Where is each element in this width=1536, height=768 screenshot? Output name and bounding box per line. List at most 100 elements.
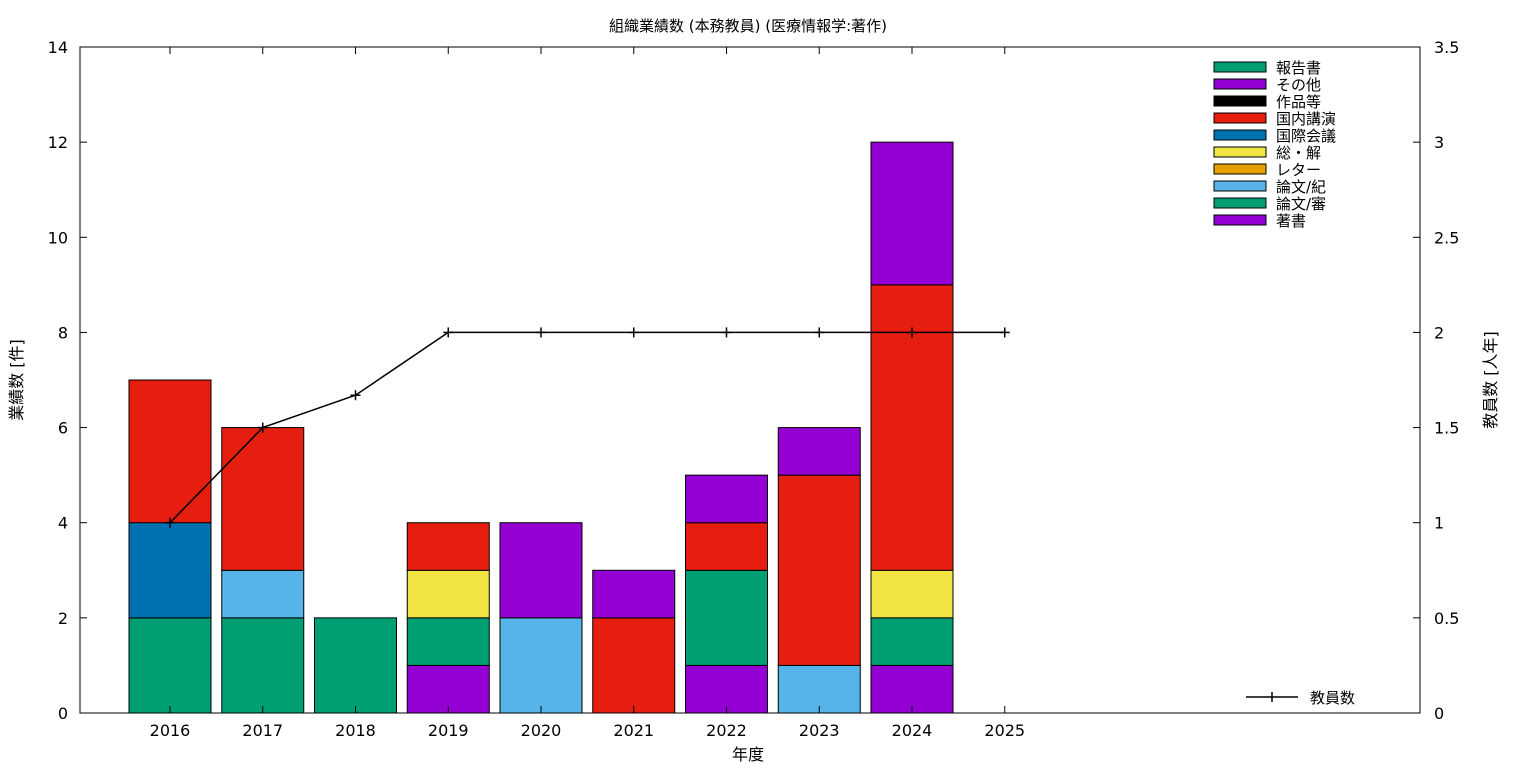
staff-point-2025	[999, 327, 1010, 338]
y2-tick-label-7: 3.5	[1434, 38, 1459, 57]
bar-2023-series-2	[777, 664, 861, 714]
y-axis-label: 業績数 [件]	[7, 339, 26, 421]
bar-2019-series-1	[406, 617, 490, 666]
legend-label: 総・解	[1276, 144, 1321, 162]
staff-point-2021	[628, 327, 639, 338]
legend-item-5: 総・解	[1213, 144, 1321, 162]
legend-item-4: 国際会議	[1213, 127, 1336, 145]
legend-swatch	[1213, 214, 1267, 226]
bar-2017-series-6	[221, 427, 305, 571]
x-axis-label: 年度	[732, 745, 764, 764]
bar-2021-series-8	[592, 569, 676, 619]
plot-frame	[79, 46, 1421, 714]
staff-point-2023	[814, 327, 825, 338]
legend-item-2: 作品等	[1213, 93, 1321, 111]
legend-item-9: 著書	[1213, 212, 1306, 230]
legend-swatch	[1213, 112, 1267, 124]
legend-label: 作品等	[1276, 93, 1321, 111]
bar-2022-series-6	[685, 522, 768, 571]
bar-2024-series-4	[870, 569, 954, 619]
legend-swatch	[1213, 61, 1267, 73]
x-tick-label-2022: 2022	[706, 721, 747, 740]
legend-item-6: レター	[1213, 161, 1321, 179]
bar-2020-series-8	[499, 522, 583, 619]
x-tick-label-2018: 2018	[335, 721, 376, 740]
bar-2022-series-8	[685, 474, 768, 524]
legend-label: 著書	[1276, 212, 1306, 230]
staff-point-2020	[536, 327, 546, 338]
y2-axis-label: 教員数 [人年]	[1481, 331, 1500, 429]
staff-point-2024	[907, 327, 917, 338]
line-legend: 教員数	[1246, 689, 1355, 707]
y2-axis: 0 0.5 1 1.5 2 2.5 3 3.5	[1413, 38, 1459, 723]
bar-2019-series-0	[406, 664, 490, 714]
legend-swatch	[1213, 146, 1267, 158]
staff-point-2016	[165, 517, 175, 528]
legend-label: 報告書	[1276, 59, 1321, 77]
bar-2017-series-2	[221, 569, 305, 619]
bar-2020-series-2	[499, 617, 583, 714]
bar-2019-series-4	[406, 569, 490, 619]
legend-swatch	[1213, 129, 1267, 141]
bars	[128, 141, 954, 714]
bar-2022-series-1	[685, 569, 768, 666]
bar-2016-series-5	[128, 522, 212, 619]
x-tick-label-2019: 2019	[428, 721, 469, 740]
y2-tick-label-5: 2.5	[1434, 228, 1459, 247]
staff-point-2017	[257, 422, 268, 433]
staff-point-2019	[443, 327, 454, 338]
bar-2024-series-1	[870, 617, 954, 666]
chart-title: 組織業績数 (本務教員) (医療情報学:著作)	[609, 17, 887, 35]
bar-2024-series-0	[870, 664, 954, 714]
x-tick-label-2017: 2017	[242, 721, 283, 740]
y2-tick-label-2: 1	[1434, 514, 1444, 533]
legend-swatch	[1213, 197, 1267, 209]
y-tick-label-6: 6	[58, 419, 68, 438]
legend-label: 論文/審	[1276, 195, 1326, 213]
x-tick-label-2016: 2016	[150, 721, 191, 740]
x-tick-label-2020: 2020	[521, 721, 562, 740]
bar-2024-series-8	[870, 141, 954, 286]
x-axis: 2016 2017 2018 2019 2020 2021 2022 2023 2024 2025	[150, 47, 1025, 740]
line-legend-label: 教員数	[1310, 689, 1355, 707]
x-tick-label-2021: 2021	[613, 721, 654, 740]
y-tick-label-4: 4	[58, 514, 68, 533]
bar-2021-series-6	[592, 617, 676, 714]
legend-item-1: その他	[1213, 76, 1321, 94]
y-tick-label-14: 14	[48, 38, 68, 57]
x-tick-label-2023: 2023	[799, 721, 840, 740]
y-axis: 0 2 4 6 8 10 12 14	[48, 38, 87, 723]
staff-line	[169, 331, 1005, 524]
staff-point-2022	[721, 327, 732, 338]
y2-tick-label-0: 0	[1434, 704, 1444, 723]
legend-item-8: 論文/審	[1213, 195, 1326, 213]
legend-label: 論文/紀	[1276, 178, 1326, 196]
legend-swatch	[1213, 163, 1267, 175]
bar-2018-series-1	[314, 617, 397, 714]
bar-2023-series-6	[777, 474, 861, 666]
bar-2017-series-1	[221, 617, 305, 714]
legend-swatch	[1213, 95, 1267, 107]
y2-tick-label-4: 2	[1434, 323, 1444, 342]
legend-label: 国内講演	[1276, 110, 1336, 128]
legend-item-0: 報告書	[1213, 59, 1321, 77]
bar-2016-series-6	[128, 379, 212, 524]
y-tick-label-12: 12	[48, 133, 68, 152]
staff-point-2018	[350, 390, 361, 401]
bar-2022-series-0	[685, 664, 768, 714]
legend-swatch	[1213, 78, 1267, 90]
y-tick-label-10: 10	[48, 228, 68, 247]
y2-tick-label-1: 0.5	[1434, 609, 1459, 628]
x-tick-label-2025: 2025	[984, 721, 1025, 740]
bar-2023-series-8	[777, 427, 861, 476]
y-tick-label-0: 0	[58, 704, 68, 723]
staff-line-layer	[165, 327, 1010, 528]
bar-2016-series-1	[128, 617, 212, 714]
y-tick-label-2: 2	[58, 609, 68, 628]
legend-item-3: 国内講演	[1213, 110, 1336, 128]
legend-label: 国際会議	[1276, 127, 1336, 145]
y2-tick-label-3: 1.5	[1434, 419, 1459, 438]
legend-item-7: 論文/紀	[1213, 178, 1326, 196]
x-tick-label-2024: 2024	[892, 721, 933, 740]
legend-swatch	[1213, 180, 1267, 192]
